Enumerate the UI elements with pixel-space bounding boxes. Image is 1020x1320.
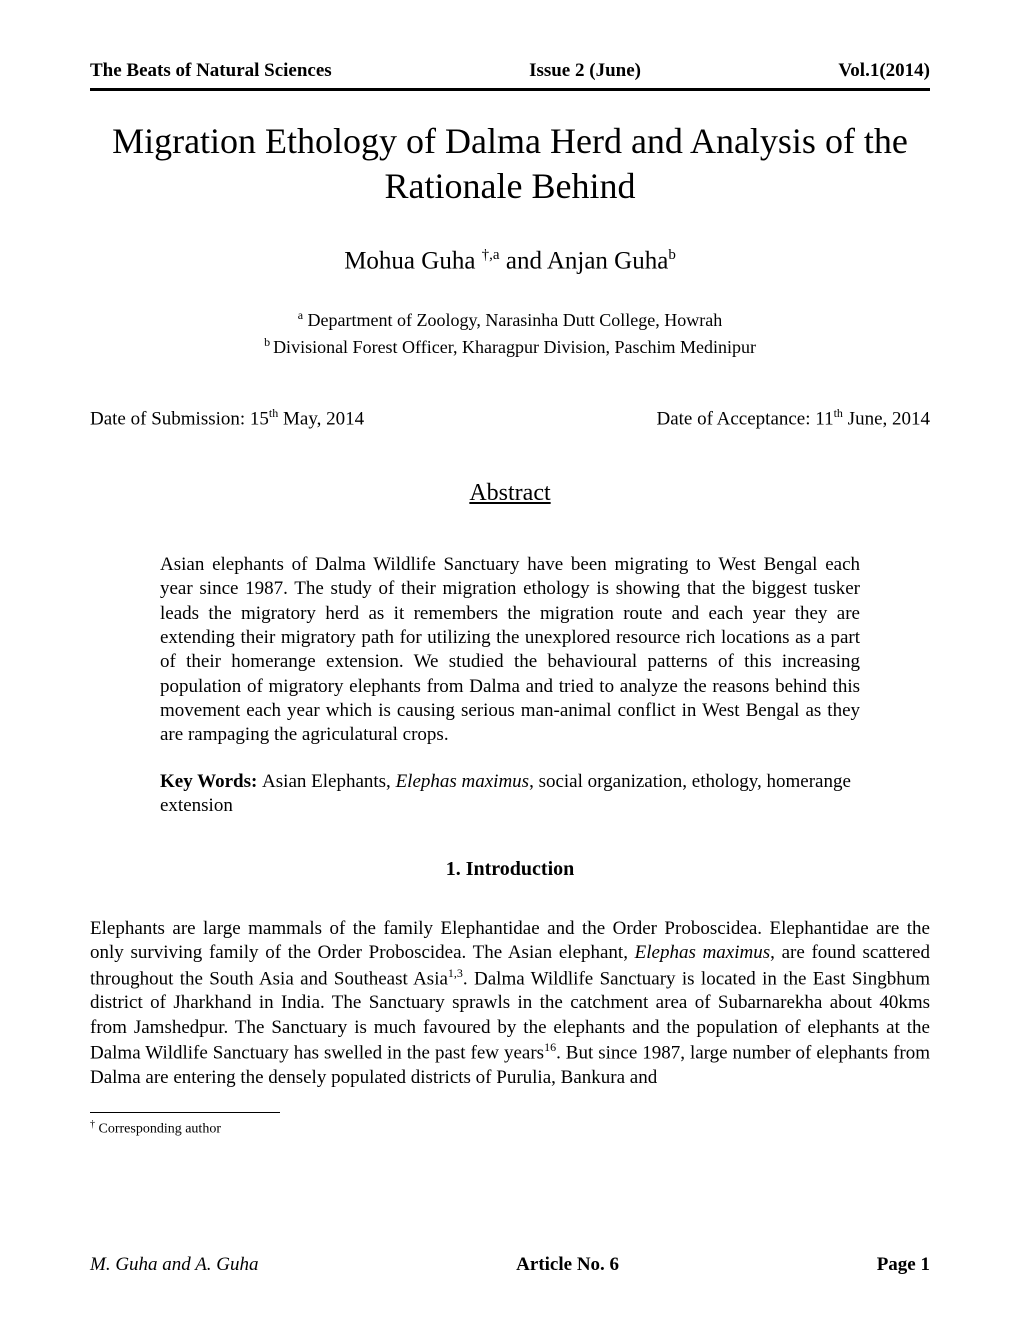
abstract-text: Asian elephants of Dalma Wildlife Sanctu… xyxy=(160,553,860,748)
acceptance-suffix: June, 2014 xyxy=(843,408,930,429)
affiliation-b-text: Divisional Forest Officer, Kharagpur Div… xyxy=(273,337,756,357)
affiliation-a-text: Department of Zoology, Narasinha Dutt Co… xyxy=(303,310,722,330)
author-conjunction: and xyxy=(500,247,547,274)
article-title: Migration Ethology of Dalma Herd and Ana… xyxy=(90,119,930,209)
intro-citation-1: 1,3 xyxy=(448,966,463,980)
page-footer: M. Guha and A. Guha Article No. 6 Page 1 xyxy=(90,1254,930,1276)
intro-italic: Elephas maximus xyxy=(635,942,770,963)
footer-authors: M. Guha and A. Guha xyxy=(90,1254,259,1276)
volume-label: Vol.1(2014) xyxy=(838,60,930,82)
author-1-name: Mohua Guha xyxy=(344,247,481,274)
footnote: † Corresponding author xyxy=(90,1119,930,1138)
affiliation-b-sup: b xyxy=(264,335,273,349)
section-1-heading: 1. Introduction xyxy=(90,858,930,881)
abstract-heading: Abstract xyxy=(90,480,930,507)
keywords-italic: Elephas maximus xyxy=(396,771,530,792)
authors-line: Mohua Guha †,a and Anjan Guhab xyxy=(90,247,930,275)
submission-sup: th xyxy=(269,406,278,420)
introduction-paragraph: Elephants are large mammals of the famil… xyxy=(90,917,930,1090)
footnote-text: Corresponding author xyxy=(95,1122,221,1137)
affiliation-b: b Divisional Forest Officer, Kharagpur D… xyxy=(90,334,930,360)
author-2-sup: b xyxy=(668,247,676,263)
journal-name: The Beats of Natural Sciences xyxy=(90,60,332,82)
affiliations: a Department of Zoology, Narasinha Dutt … xyxy=(90,307,930,359)
submission-suffix: May, 2014 xyxy=(278,408,364,429)
footnote-separator xyxy=(90,1112,280,1113)
submission-date: Date of Submission: 15th May, 2014 xyxy=(90,406,364,430)
footer-article-no: Article No. 6 xyxy=(516,1254,619,1276)
acceptance-prefix: Date of Acceptance: 11 xyxy=(657,408,834,429)
keywords-label: Key Words: xyxy=(160,771,262,792)
affiliation-a: a Department of Zoology, Narasinha Dutt … xyxy=(90,307,930,333)
acceptance-sup: th xyxy=(834,406,843,420)
issue-label: Issue 2 (June) xyxy=(529,60,641,82)
author-2-name: Anjan Guha xyxy=(547,247,669,274)
dates-row: Date of Submission: 15th May, 2014 Date … xyxy=(90,406,930,430)
intro-citation-2: 16 xyxy=(544,1040,556,1054)
footer-page-no: Page 1 xyxy=(877,1254,930,1276)
keywords-pre: Asian Elephants, xyxy=(262,771,396,792)
acceptance-date: Date of Acceptance: 11th June, 2014 xyxy=(657,406,931,430)
page-header: The Beats of Natural Sciences Issue 2 (J… xyxy=(90,60,930,91)
author-1-sup: †,a xyxy=(482,247,500,263)
keywords: Key Words: Asian Elephants, Elephas maxi… xyxy=(160,770,860,819)
submission-prefix: Date of Submission: 15 xyxy=(90,408,269,429)
